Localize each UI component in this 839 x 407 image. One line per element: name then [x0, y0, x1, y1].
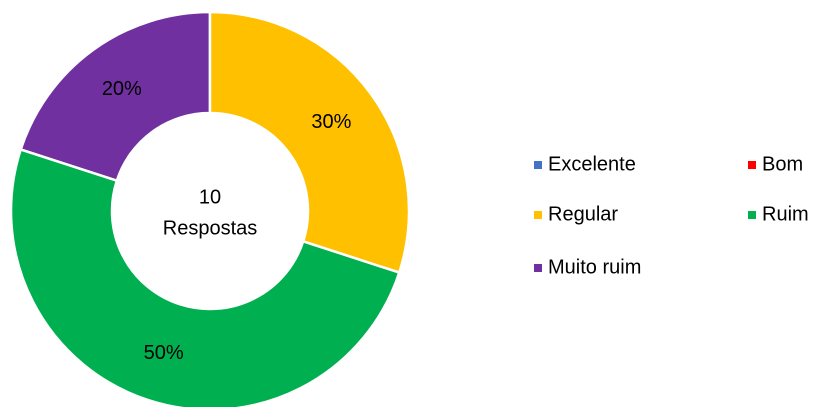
donut-slice — [208, 10, 411, 275]
center-count: 10 — [199, 186, 221, 208]
legend-marker — [534, 211, 542, 219]
legend-label: Ruim — [762, 203, 809, 225]
data-label: 20% — [102, 78, 142, 100]
donut-slice — [9, 147, 401, 407]
legend-label: Regular — [548, 203, 618, 225]
legend-marker — [748, 211, 756, 219]
legend-label: Muito ruim — [548, 256, 641, 278]
data-label: 30% — [311, 111, 351, 133]
legend-label: Bom — [762, 153, 803, 175]
legend-marker — [748, 161, 756, 169]
data-label: 50% — [144, 342, 184, 364]
legend-marker — [534, 161, 542, 169]
center-text: Respostas — [163, 217, 258, 239]
donut-slice — [19, 10, 212, 183]
legend-label: Excelente — [548, 153, 636, 175]
legend-marker — [534, 264, 542, 272]
